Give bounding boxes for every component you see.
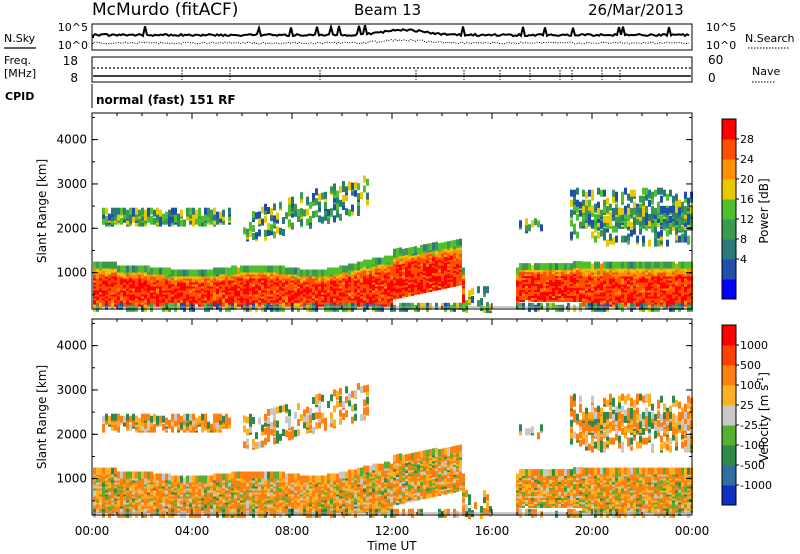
- y-tick-label: 1000: [56, 266, 87, 280]
- colorbar-tick-label: 28: [740, 133, 754, 146]
- nave-label: Nave: [752, 65, 780, 78]
- colorbar-swatch: [722, 385, 736, 406]
- nsky-series-line: [92, 23, 690, 38]
- colorbar-swatch: [722, 179, 736, 200]
- colorbar-tick-label: 8: [740, 233, 747, 246]
- x-tick-label: 20:00: [575, 524, 610, 538]
- colorbar-swatch: [722, 139, 736, 160]
- x-tick-label: 00:00: [675, 524, 710, 538]
- power-colorbar: 28 24 20 16 12 8 4: [721, 118, 754, 300]
- velocity-colorbar-label: Velocity [m s-1]: [756, 372, 771, 462]
- station-title: McMurdo (fitACF): [92, 0, 238, 20]
- colorbar-swatch: [722, 345, 736, 366]
- velocity-y-ticks: 1000 2000 3000 4000: [56, 322, 692, 502]
- x-tick-label: 12:00: [375, 524, 410, 538]
- colorbar-swatch: [722, 485, 736, 506]
- colorbar-swatch: [722, 325, 736, 346]
- colorbar-swatch: [722, 465, 736, 486]
- power-y-ticks: 1000 2000 3000 4000: [56, 116, 692, 296]
- y-tick-label: 1000: [56, 472, 87, 486]
- colorbar-swatch: [722, 119, 736, 140]
- freq-label-1: Freq.: [4, 54, 31, 67]
- y-tick-label: 2000: [56, 221, 87, 235]
- power-y-axis-label: Slant Range [km]: [35, 159, 49, 263]
- colorbar-tick-label: 12: [740, 213, 754, 226]
- freq-spikes: [181, 70, 621, 80]
- nave-tick-top: 60: [708, 53, 723, 67]
- colorbar-swatch: [722, 159, 736, 180]
- nsearch-label: N.Search: [745, 32, 795, 45]
- colorbar-swatch: [722, 405, 736, 426]
- nsearch-tick-top: 10^5: [706, 21, 736, 34]
- freq-strip: [91, 56, 693, 83]
- y-tick-label: 3000: [56, 177, 87, 191]
- velocity-panel: 1000 2000 3000 4000: [56, 318, 693, 520]
- y-tick-label: 4000: [56, 339, 87, 353]
- nsky-tick-top: 10^5: [58, 21, 88, 34]
- x-axis-label: Time UT: [366, 539, 417, 553]
- colorbar-swatch: [722, 425, 736, 446]
- beam-title: Beam 13: [354, 1, 421, 19]
- date-title: 26/Mar/2013: [588, 1, 684, 19]
- freq-tick-top: 18: [63, 54, 78, 68]
- power-colorbar-label: Power [dB]: [757, 178, 771, 243]
- nsearch-tick-bottom: 10^0: [706, 39, 736, 52]
- x-tick-label: 08:00: [275, 524, 310, 538]
- velocity-x-ticks: [91, 319, 693, 515]
- power-x-ticks: [91, 113, 693, 309]
- colorbar-swatch: [722, 199, 736, 220]
- colorbar-swatch: [722, 259, 736, 280]
- colorbar-tick-label: 1000: [740, 339, 768, 352]
- colorbar-tick-label: 16: [740, 193, 754, 206]
- colorbar-swatch: [722, 219, 736, 240]
- power-data-cells: [92, 175, 693, 314]
- velocity-colorbar-label-sup: -1: [756, 377, 765, 385]
- x-tick-label: 00:00: [75, 524, 110, 538]
- colorbar-swatch: [722, 445, 736, 466]
- colorbar-tick-label: 100: [740, 379, 761, 392]
- velocity-data-cells: [92, 383, 693, 520]
- y-tick-label: 3000: [56, 383, 87, 397]
- colorbar-swatch: [722, 239, 736, 260]
- freq-tick-bottom: 8: [70, 71, 78, 85]
- nsearch-series-line: [92, 38, 690, 45]
- colorbar-tick-label: -100: [740, 439, 765, 452]
- velocity-colorbar-label-end: ]: [757, 372, 771, 377]
- power-panel: 1000 2000 3000 4000: [56, 112, 693, 314]
- colorbar-tick-label: -25: [740, 419, 758, 432]
- x-tick-label: 16:00: [475, 524, 510, 538]
- y-tick-label: 2000: [56, 427, 87, 441]
- colorbar-tick-label: 25: [740, 399, 754, 412]
- colorbar-tick-label: 20: [740, 173, 754, 186]
- cpid-label: CPID: [5, 90, 34, 103]
- colorbar-swatch: [722, 365, 736, 386]
- colorbar-tick-label: -500: [740, 459, 765, 472]
- nsky-strip: [91, 23, 693, 51]
- colorbar-swatch: [722, 279, 736, 300]
- nsky-tick-bottom: 10^0: [58, 39, 88, 52]
- colorbar-tick-label: 500: [740, 359, 761, 372]
- colorbar-tick-label: -1000: [740, 479, 772, 492]
- y-tick-label: 4000: [56, 133, 87, 147]
- x-tick-label: 04:00: [175, 524, 210, 538]
- velocity-y-axis-label: Slant Range [km]: [35, 365, 49, 469]
- colorbar-tick-label: 4: [740, 253, 747, 266]
- colorbar-tick-label: 24: [740, 153, 754, 166]
- nsky-label: N.Sky: [4, 32, 36, 45]
- velocity-colorbar: 1000 500 100 25 -25 -100 -500 -1000: [721, 324, 772, 506]
- cpid-value: normal (fast) 151 RF: [96, 93, 236, 107]
- x-tick-labels: 00:00 04:00 08:00 12:00 16:00 20:00 00:00: [75, 524, 710, 538]
- freq-label-2: [MHz]: [4, 67, 36, 80]
- nave-tick-bottom: 0: [708, 71, 716, 85]
- velocity-colorbar-label-main: Velocity [m s: [757, 385, 771, 462]
